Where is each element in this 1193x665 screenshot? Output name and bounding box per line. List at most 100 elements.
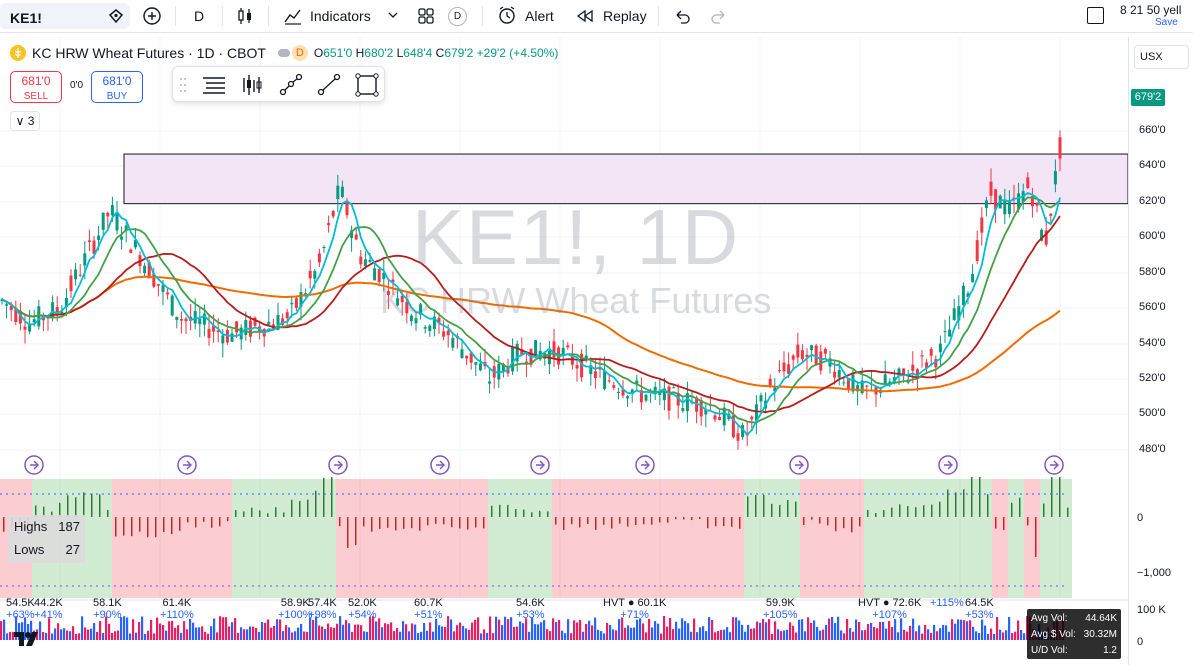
- indicators-button[interactable]: Indicators: [310, 8, 371, 24]
- alert-button[interactable]: Alert: [525, 8, 554, 24]
- candle-body: [409, 315, 413, 322]
- volume-bar: [201, 626, 204, 640]
- drag-handle-icon[interactable]: [179, 77, 187, 93]
- oscillator-bar: [371, 517, 373, 532]
- volume-bar: [336, 623, 339, 640]
- volume-bar: [99, 621, 102, 640]
- volume-bar: [861, 630, 864, 640]
- volume-bar: [1023, 633, 1026, 640]
- candle-body: [299, 292, 303, 307]
- oscillator-bg-band: [416, 479, 424, 598]
- path-tool-icon[interactable]: [278, 73, 304, 97]
- divider: [222, 6, 223, 26]
- volume-bar: [174, 627, 177, 640]
- volume-bar: [156, 617, 159, 640]
- fullscreen-icon[interactable]: [1087, 7, 1104, 24]
- ohlc-values: O651'0 H680'2 L648'4 C679'2 +29'2 (+4.50…: [314, 46, 558, 60]
- oscillator-bar: [315, 490, 317, 517]
- oscillator-bar: [379, 517, 381, 529]
- symbol-search[interactable]: KE1!: [0, 3, 130, 29]
- oscillator-bar: [59, 502, 61, 517]
- price-axis[interactable]: USX 660'0 640'0 620'0 600'0 580'0 560'0 540'0 5…: [1128, 37, 1193, 665]
- save-button[interactable]: Save: [1155, 17, 1178, 28]
- volume-bar: [153, 633, 156, 640]
- volume-bar: [984, 625, 987, 640]
- oscillator-bar: [115, 517, 117, 537]
- oscillator-bar: [147, 517, 149, 538]
- oscillator-bg-band: [728, 479, 736, 598]
- volume-bar: [837, 616, 840, 640]
- candles-icon[interactable]: [236, 6, 254, 26]
- volume-bar: [123, 616, 126, 640]
- volume-bar: [348, 623, 351, 640]
- compare-plus-icon[interactable]: [142, 6, 162, 26]
- buy-price: 681'0: [102, 74, 132, 88]
- volume-bar: [891, 627, 894, 640]
- replay-button[interactable]: Replay: [603, 8, 647, 24]
- candle-body: [1040, 229, 1044, 241]
- favorite-icon[interactable]: [108, 8, 124, 24]
- d-badge[interactable]: D: [448, 7, 467, 26]
- alarm-clock-icon[interactable]: [497, 5, 517, 25]
- replay-rewind-icon[interactable]: [576, 7, 594, 25]
- oscillator-bar: [635, 517, 637, 525]
- oscillator-bar: [659, 517, 661, 523]
- divider: [658, 6, 659, 26]
- candle-body: [929, 348, 933, 356]
- price-axis-label: 620'0: [1139, 195, 1166, 207]
- rectangle-tool-icon[interactable]: [354, 72, 380, 98]
- candle-body: [736, 433, 740, 441]
- volume-bar: [90, 628, 93, 640]
- volume-bar: [561, 630, 564, 640]
- price-axis-label: 660'0: [1139, 124, 1166, 136]
- redo-icon[interactable]: [710, 7, 728, 25]
- volume-bar: [6, 633, 9, 640]
- volume-bar: [360, 625, 363, 640]
- volume-bar: [0, 621, 3, 640]
- volume-bar: [633, 627, 636, 640]
- legend-title[interactable]: KC HRW Wheat Futures · 1D · CBOT: [32, 45, 266, 61]
- collapse-indicators-button[interactable]: ∨ 3: [10, 111, 40, 131]
- indicators-icon[interactable]: [283, 6, 303, 26]
- delay-badge: D: [291, 45, 308, 61]
- undo-icon[interactable]: [673, 7, 691, 25]
- volume-bar: [624, 627, 627, 640]
- oscillator-bg-band: [1008, 479, 1016, 598]
- layout-name[interactable]: 8 21 50 yell: [1120, 3, 1182, 17]
- oscillator-bg-band: [840, 479, 848, 598]
- price-chart-svg[interactable]: [0, 37, 1128, 665]
- trend-line-icon[interactable]: [316, 73, 342, 97]
- sell-button[interactable]: 681'0 SELL: [10, 71, 62, 103]
- oscillator-bar: [235, 510, 237, 517]
- lows-label: Lows: [14, 542, 45, 557]
- volume-bar: [993, 633, 996, 640]
- volume-bar: [672, 629, 675, 640]
- oscillator-bg-band: [696, 479, 704, 598]
- event-marker-arrow: [30, 460, 39, 470]
- oscillator-bg-band: [1000, 479, 1008, 598]
- oscillator-bg-band: [976, 479, 984, 598]
- volume-bar: [894, 619, 897, 640]
- interval-button[interactable]: D: [194, 8, 205, 24]
- volume-bar: [483, 629, 486, 640]
- oscillator-bg-band: [680, 479, 688, 598]
- buy-button[interactable]: 681'0 BUY: [91, 71, 143, 103]
- volume-bar: [75, 633, 78, 640]
- chart-canvas[interactable]: [0, 37, 1128, 665]
- layouts-grid-icon[interactable]: [417, 7, 435, 25]
- oscillator-bar: [395, 517, 397, 531]
- oscillator-bg-band: [760, 479, 768, 598]
- volume-bar: [51, 633, 54, 640]
- status-indicator[interactable]: D: [277, 45, 308, 61]
- tradingview-logo-icon[interactable]: [12, 628, 44, 648]
- bar-pattern-icon[interactable]: [239, 72, 265, 98]
- volume-bar: [450, 619, 453, 640]
- oscillator-bg-band: [640, 479, 648, 598]
- currency-selector[interactable]: USX: [1134, 45, 1189, 69]
- candle-body: [593, 371, 597, 378]
- fib-retracement-icon[interactable]: [201, 74, 227, 96]
- oscillator-bg-band: [712, 479, 720, 598]
- chevron-down-icon[interactable]: [388, 11, 398, 19]
- oscillator-bg-band: [536, 479, 544, 598]
- event-marker-arrow: [795, 460, 804, 470]
